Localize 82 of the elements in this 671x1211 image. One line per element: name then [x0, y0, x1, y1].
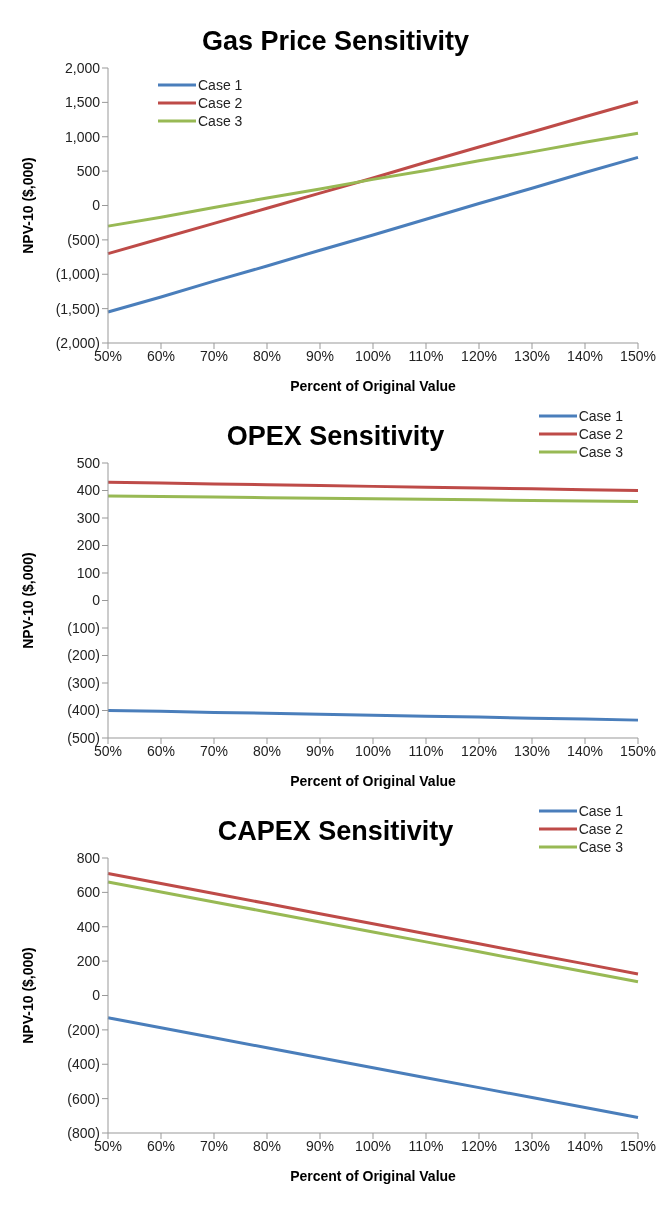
y-tick-label: (1,500) — [55, 300, 100, 317]
x-tick-label: 140% — [567, 742, 603, 759]
x-tick-label: 110% — [408, 1137, 444, 1154]
y-tick-label: 200 — [76, 537, 101, 554]
y-tick-label: 600 — [76, 884, 101, 901]
x-tick-label: 70% — [199, 1137, 229, 1154]
x-tick-label: 100% — [355, 1137, 391, 1154]
x-axis-title: Percent of Original Value — [290, 378, 457, 394]
y-tick-label: 0 — [92, 197, 101, 214]
x-tick-label: 110% — [408, 742, 444, 759]
y-tick-label: 300 — [76, 509, 101, 526]
line-series — [106, 131, 640, 228]
y-tick-label: 1,000 — [64, 128, 101, 145]
x-tick-label: 60% — [146, 347, 176, 364]
y-tick-label: 400 — [76, 482, 101, 499]
y-tick-label: (200) — [67, 647, 100, 664]
y-tick-label: 0 — [92, 987, 101, 1004]
x-tick-label: 100% — [355, 347, 391, 364]
y-tick-label: 100 — [76, 564, 101, 581]
line-series — [106, 709, 640, 722]
x-tick-label: 60% — [146, 742, 176, 759]
x-tick-label: 110% — [408, 347, 444, 364]
line-series — [106, 871, 640, 976]
x-tick-label: 80% — [252, 1137, 282, 1154]
chart-title: Gas Price Sensitivity — [200, 26, 471, 57]
y-tick-label: (200) — [67, 1021, 100, 1038]
y-tick-label: (400) — [67, 702, 100, 719]
x-tick-label: 70% — [199, 347, 229, 364]
legend-label: Case 3 — [578, 443, 623, 460]
chart-title: CAPEX Sensitivity — [217, 816, 454, 846]
y-tick-label: (500) — [67, 231, 100, 248]
y-axis-title: NPV-10 ($,000) — [19, 157, 36, 254]
line-series — [106, 880, 640, 984]
x-tick-label: 130% — [514, 1137, 550, 1154]
x-tick-label: 120% — [461, 1137, 497, 1154]
x-tick-label: 60% — [146, 1137, 176, 1154]
x-tick-label: 120% — [461, 347, 497, 364]
legend-label: Case 2 — [578, 425, 623, 442]
x-tick-label: 120% — [461, 742, 497, 759]
x-tick-label: 140% — [567, 347, 603, 364]
x-axis-title: Percent of Original Value — [290, 773, 457, 789]
y-tick-label: 800 — [76, 849, 101, 866]
line-series — [106, 1016, 640, 1120]
legend-label: Case 2 — [198, 94, 243, 111]
x-tick-label: 150% — [620, 742, 656, 759]
legend-label: Case 2 — [578, 820, 623, 837]
y-axis-title: NPV-10 ($,000) — [19, 552, 36, 649]
y-tick-label: (100) — [67, 619, 100, 636]
x-tick-label: 90% — [305, 347, 335, 364]
y-tick-label: 1,500 — [64, 94, 101, 111]
legend-label: Case 1 — [578, 802, 623, 819]
y-tick-label: 0 — [92, 592, 101, 609]
y-tick-label: (400) — [67, 1056, 100, 1073]
x-tick-label: 140% — [567, 1137, 603, 1154]
y-tick-label: 200 — [76, 953, 101, 970]
y-axis-title: NPV-10 ($,000) — [19, 947, 36, 1044]
legend-label: Case 1 — [198, 76, 243, 93]
y-tick-label: (1,000) — [55, 266, 100, 283]
x-tick-label: 150% — [620, 1137, 656, 1154]
legend-label: Case 3 — [578, 838, 623, 855]
y-tick-label: 2,000 — [64, 59, 101, 76]
y-tick-label: 400 — [76, 918, 101, 935]
line-series — [106, 155, 640, 314]
y-tick-label: 500 — [76, 163, 101, 180]
chart-title: OPEX Sensitivity — [226, 421, 445, 451]
legend-label: Case 3 — [198, 112, 243, 129]
x-tick-label: 80% — [252, 347, 282, 364]
line-series — [106, 100, 640, 256]
x-tick-label: 130% — [514, 347, 550, 364]
legend-label: Case 1 — [578, 407, 623, 424]
x-axis-title: Percent of Original Value — [290, 1168, 457, 1184]
x-tick-label: 130% — [514, 742, 550, 759]
x-tick-label: 70% — [199, 742, 229, 759]
y-tick-label: (600) — [67, 1090, 100, 1107]
x-tick-label: 90% — [305, 1137, 335, 1154]
x-tick-label: 150% — [620, 347, 656, 364]
x-tick-label: 90% — [305, 742, 335, 759]
line-series — [106, 480, 640, 492]
y-tick-label: (300) — [67, 674, 100, 691]
y-tick-label: 500 — [76, 454, 101, 471]
x-tick-label: 80% — [252, 742, 282, 759]
x-tick-label: 100% — [355, 742, 391, 759]
